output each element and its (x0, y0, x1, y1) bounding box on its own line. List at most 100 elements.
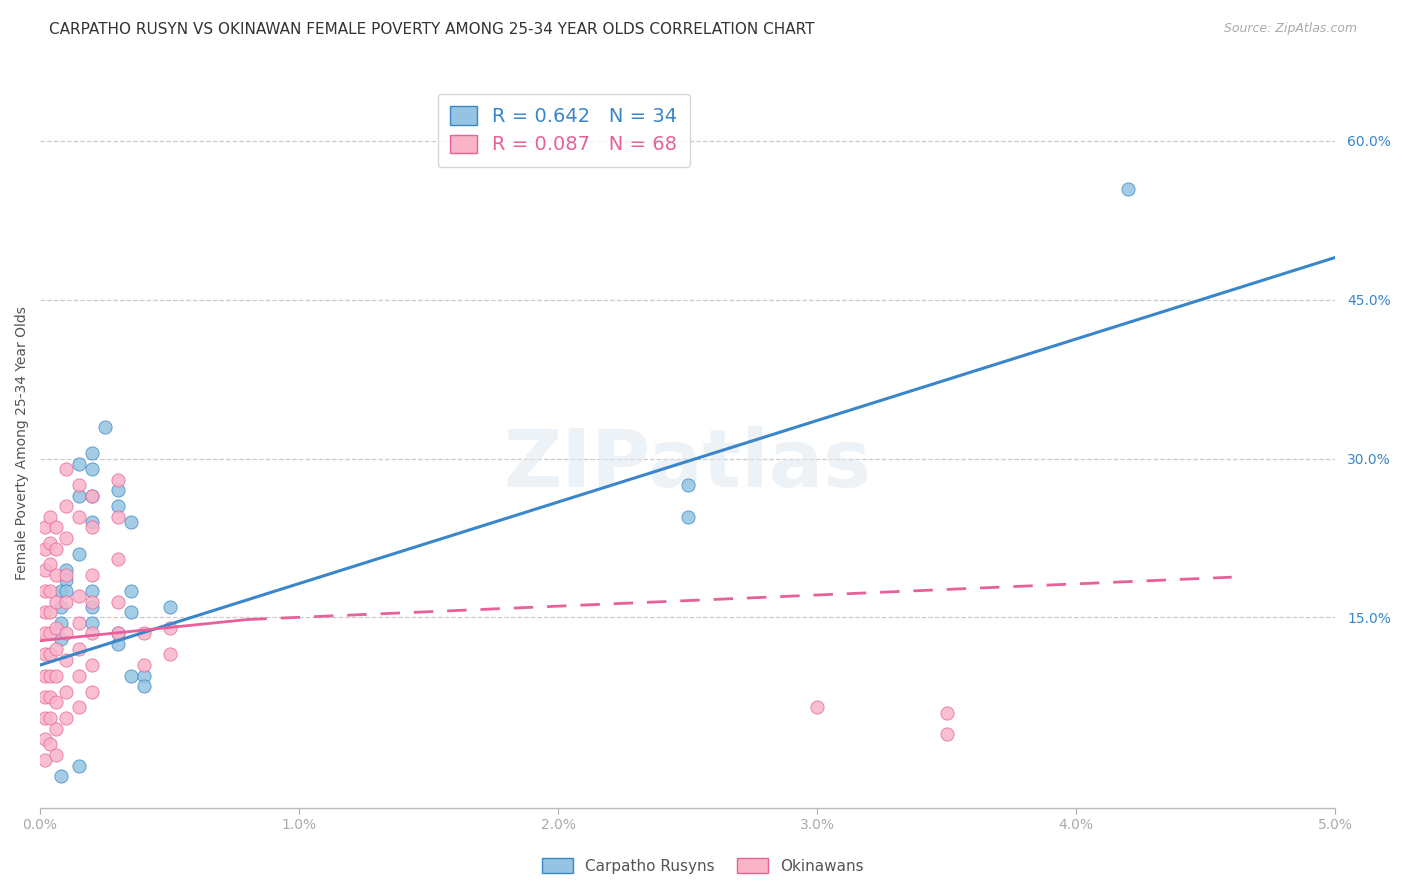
Point (132, 626, 155, 640)
Point (67, 478, 90, 492)
Point (45, 541, 67, 556)
Point (94, 420, 117, 434)
Point (107, 500, 129, 514)
Point (34, 520, 56, 534)
Point (34, 541, 56, 556)
Point (67, 615, 90, 630)
Point (34, 563, 56, 577)
Legend: R = 0.642   N = 34, R = 0.087   N = 68: R = 0.642 N = 34, R = 0.087 N = 68 (437, 94, 689, 167)
Point (107, 626, 129, 640)
Point (67, 668, 90, 682)
Point (676, 478, 699, 492)
Point (34, 668, 56, 682)
Point (80, 568, 103, 582)
Point (45, 568, 67, 582)
Point (49, 615, 72, 630)
Point (55, 583, 77, 598)
Point (67, 547, 90, 561)
Point (132, 668, 155, 682)
Point (935, 727, 957, 741)
Point (55, 574, 77, 588)
Point (159, 648, 181, 662)
Point (80, 599, 103, 614)
Point (45, 642, 67, 657)
Point (34, 732, 56, 747)
Point (80, 615, 103, 630)
Text: Source: ZipAtlas.com: Source: ZipAtlas.com (1223, 22, 1357, 36)
Point (107, 509, 129, 524)
Point (45, 621, 67, 635)
Point (55, 626, 77, 640)
Point (67, 700, 90, 714)
Point (45, 747, 67, 762)
Point (39, 711, 62, 725)
Point (34, 753, 56, 767)
Point (34, 648, 56, 662)
Point (55, 500, 77, 514)
Point (45, 668, 67, 682)
Point (39, 668, 62, 682)
Point (45, 594, 67, 608)
Point (55, 531, 77, 545)
Point (39, 738, 62, 752)
Point (107, 552, 129, 566)
Point (80, 489, 103, 503)
Point (80, 626, 103, 640)
Point (107, 483, 129, 498)
Point (55, 711, 77, 725)
Point (806, 700, 828, 714)
Point (1116, 181, 1139, 195)
Point (159, 621, 181, 635)
Point (80, 520, 103, 534)
Point (34, 605, 56, 619)
Point (107, 594, 129, 608)
Point (39, 626, 62, 640)
Point (34, 583, 56, 598)
Point (159, 599, 181, 614)
Point (120, 515, 142, 529)
Point (45, 695, 67, 709)
Point (80, 594, 103, 608)
Point (39, 583, 62, 598)
Point (132, 679, 155, 693)
Point (107, 473, 129, 487)
Point (80, 462, 103, 476)
Legend: Carpatho Rusyns, Okinawans: Carpatho Rusyns, Okinawans (536, 852, 870, 880)
Point (67, 642, 90, 657)
Point (49, 599, 72, 614)
Point (39, 605, 62, 619)
Point (67, 457, 90, 471)
Point (67, 509, 90, 524)
Point (45, 520, 67, 534)
Point (39, 509, 62, 524)
Point (67, 589, 90, 603)
Point (34, 711, 56, 725)
Point (55, 594, 77, 608)
Point (39, 536, 62, 550)
Y-axis label: Female Poverty Among 25-34 Year Olds: Female Poverty Among 25-34 Year Olds (15, 306, 30, 580)
Point (120, 583, 142, 598)
Point (55, 684, 77, 698)
Point (80, 583, 103, 598)
Point (107, 626, 129, 640)
Point (49, 769, 72, 783)
Text: ZIPatlas: ZIPatlas (503, 425, 872, 504)
Point (49, 632, 72, 646)
Point (55, 462, 77, 476)
Point (55, 563, 77, 577)
Point (80, 446, 103, 460)
Point (49, 583, 72, 598)
Text: CARPATHO RUSYN VS OKINAWAN FEMALE POVERTY AMONG 25-34 YEAR OLDS CORRELATION CHAR: CARPATHO RUSYN VS OKINAWAN FEMALE POVERT… (49, 22, 814, 37)
Point (80, 658, 103, 673)
Point (935, 706, 957, 720)
Point (120, 605, 142, 619)
Point (67, 758, 90, 772)
Point (39, 648, 62, 662)
Point (34, 690, 56, 704)
Point (34, 626, 56, 640)
Point (55, 653, 77, 667)
Point (80, 515, 103, 529)
Point (55, 568, 77, 582)
Point (80, 684, 103, 698)
Point (80, 489, 103, 503)
